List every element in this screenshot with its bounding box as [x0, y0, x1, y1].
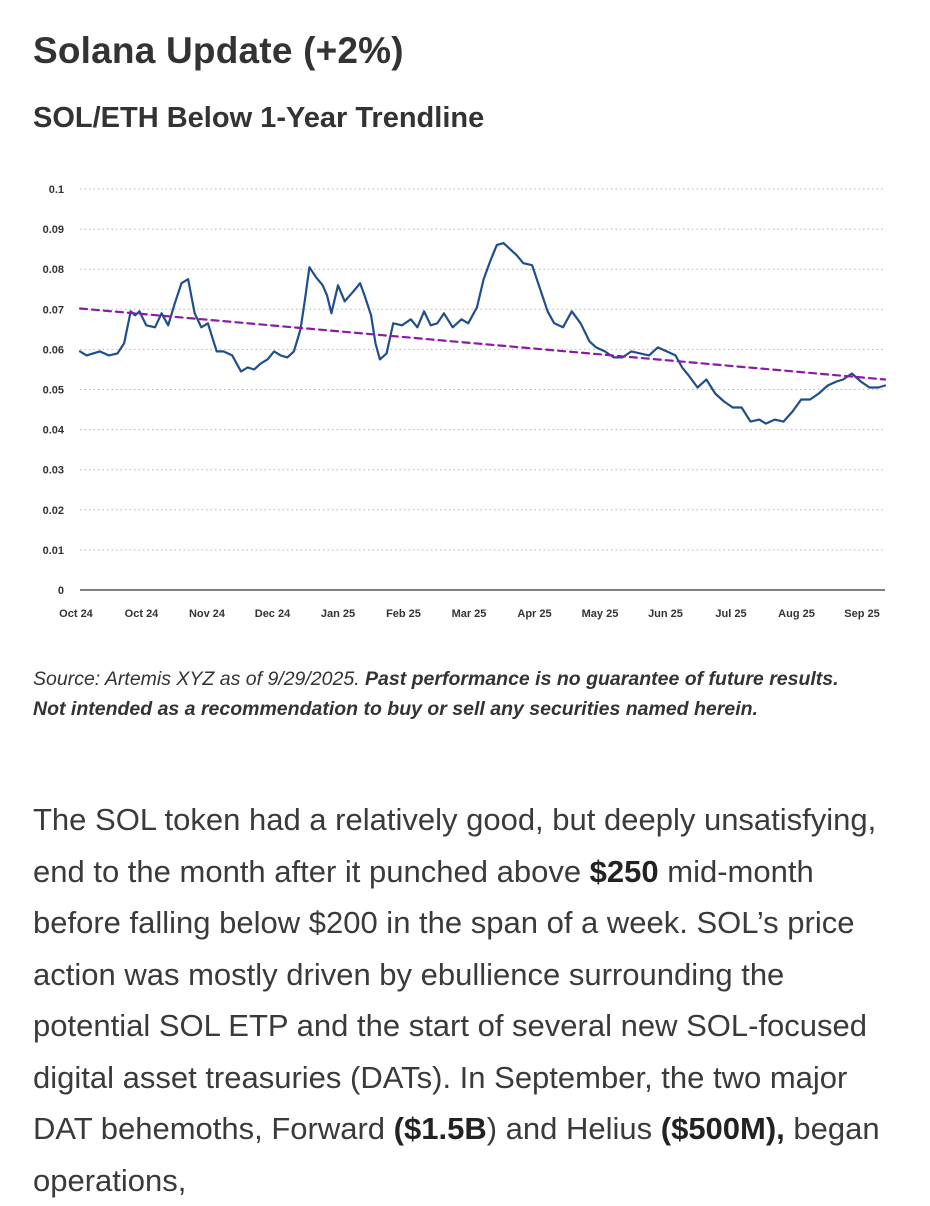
- forward-amount: ($1.5B: [393, 1111, 487, 1146]
- x-tick-label: May 25: [582, 608, 619, 620]
- y-tick-label: 0.03: [43, 465, 64, 477]
- chart-gridlines: [80, 188, 885, 591]
- y-tick-label: 0.1: [49, 184, 64, 196]
- x-tick-label: Feb 25: [386, 608, 421, 620]
- chart-y-axis: 0 0.01 0.02 0.03 0.04 0.05 0.06 0.07 0.08 0.09 0.1: [43, 184, 65, 597]
- x-tick-label: Oct 24: [125, 608, 160, 620]
- y-tick-label: 0.08: [43, 264, 64, 276]
- paragraph-text-2: mid-month before falling below $200 in t…: [33, 853, 868, 1147]
- y-tick-label: 0.02: [43, 505, 64, 517]
- paragraph-text-4: began operations,: [33, 1111, 880, 1198]
- chart-series: [78, 241, 887, 425]
- y-tick-label: 0.05: [43, 385, 64, 397]
- price-highlight: $250: [589, 853, 659, 889]
- x-tick-label: Apr 25: [517, 608, 551, 620]
- x-tick-label: Dec 24: [255, 608, 291, 620]
- y-tick-label: 0.04: [43, 425, 65, 437]
- y-tick-label: 0.01: [43, 545, 64, 557]
- x-tick-label: Jun 25: [648, 608, 683, 620]
- y-tick-label: 0.07: [43, 304, 64, 316]
- y-tick-label: 0: [58, 585, 64, 597]
- sol-eth-series: [78, 241, 887, 425]
- body-paragraph: The SOL token had a relatively good, but…: [33, 794, 903, 1206]
- x-tick-label: Nov 24: [189, 608, 226, 620]
- source-text: Source: Artemis XYZ as of 9/29/2025.: [33, 668, 366, 690]
- source-note: Source: Artemis XYZ as of 9/29/2025. Pas…: [33, 664, 853, 724]
- sol-eth-line-chart: 0 0.01 0.02 0.03 0.04 0.05 0.06 0.07 0.08 0.09 0.1…: [43, 184, 887, 620]
- x-tick-label: Oct 24: [59, 608, 94, 620]
- chart-subtitle: SOL/ETH Below 1-Year Trendline: [33, 102, 485, 134]
- page-title: Solana Update (+2%): [33, 30, 404, 71]
- chart-x-axis: Oct 24 Oct 24 Nov 24 Dec 24 Jan 25 Feb 25 Mar …: [59, 608, 880, 620]
- paragraph-text-3: ) and Helius: [486, 1111, 661, 1146]
- y-tick-label: 0.06: [43, 344, 64, 356]
- x-tick-label: Jan 25: [321, 608, 355, 620]
- x-tick-label: Sep 25: [844, 608, 879, 620]
- x-tick-label: Jul 25: [715, 608, 746, 620]
- y-tick-label: 0.09: [43, 224, 64, 236]
- paragraph-text-1: The SOL token had a relatively good, but…: [33, 802, 877, 889]
- disclaimer-text: Past performance is no guarantee of futu…: [33, 668, 839, 720]
- x-tick-label: Mar 25: [452, 608, 487, 620]
- x-tick-label: Aug 25: [778, 608, 815, 620]
- trendline-series: [78, 307, 887, 381]
- helius-amount: ($500M),: [660, 1111, 785, 1146]
